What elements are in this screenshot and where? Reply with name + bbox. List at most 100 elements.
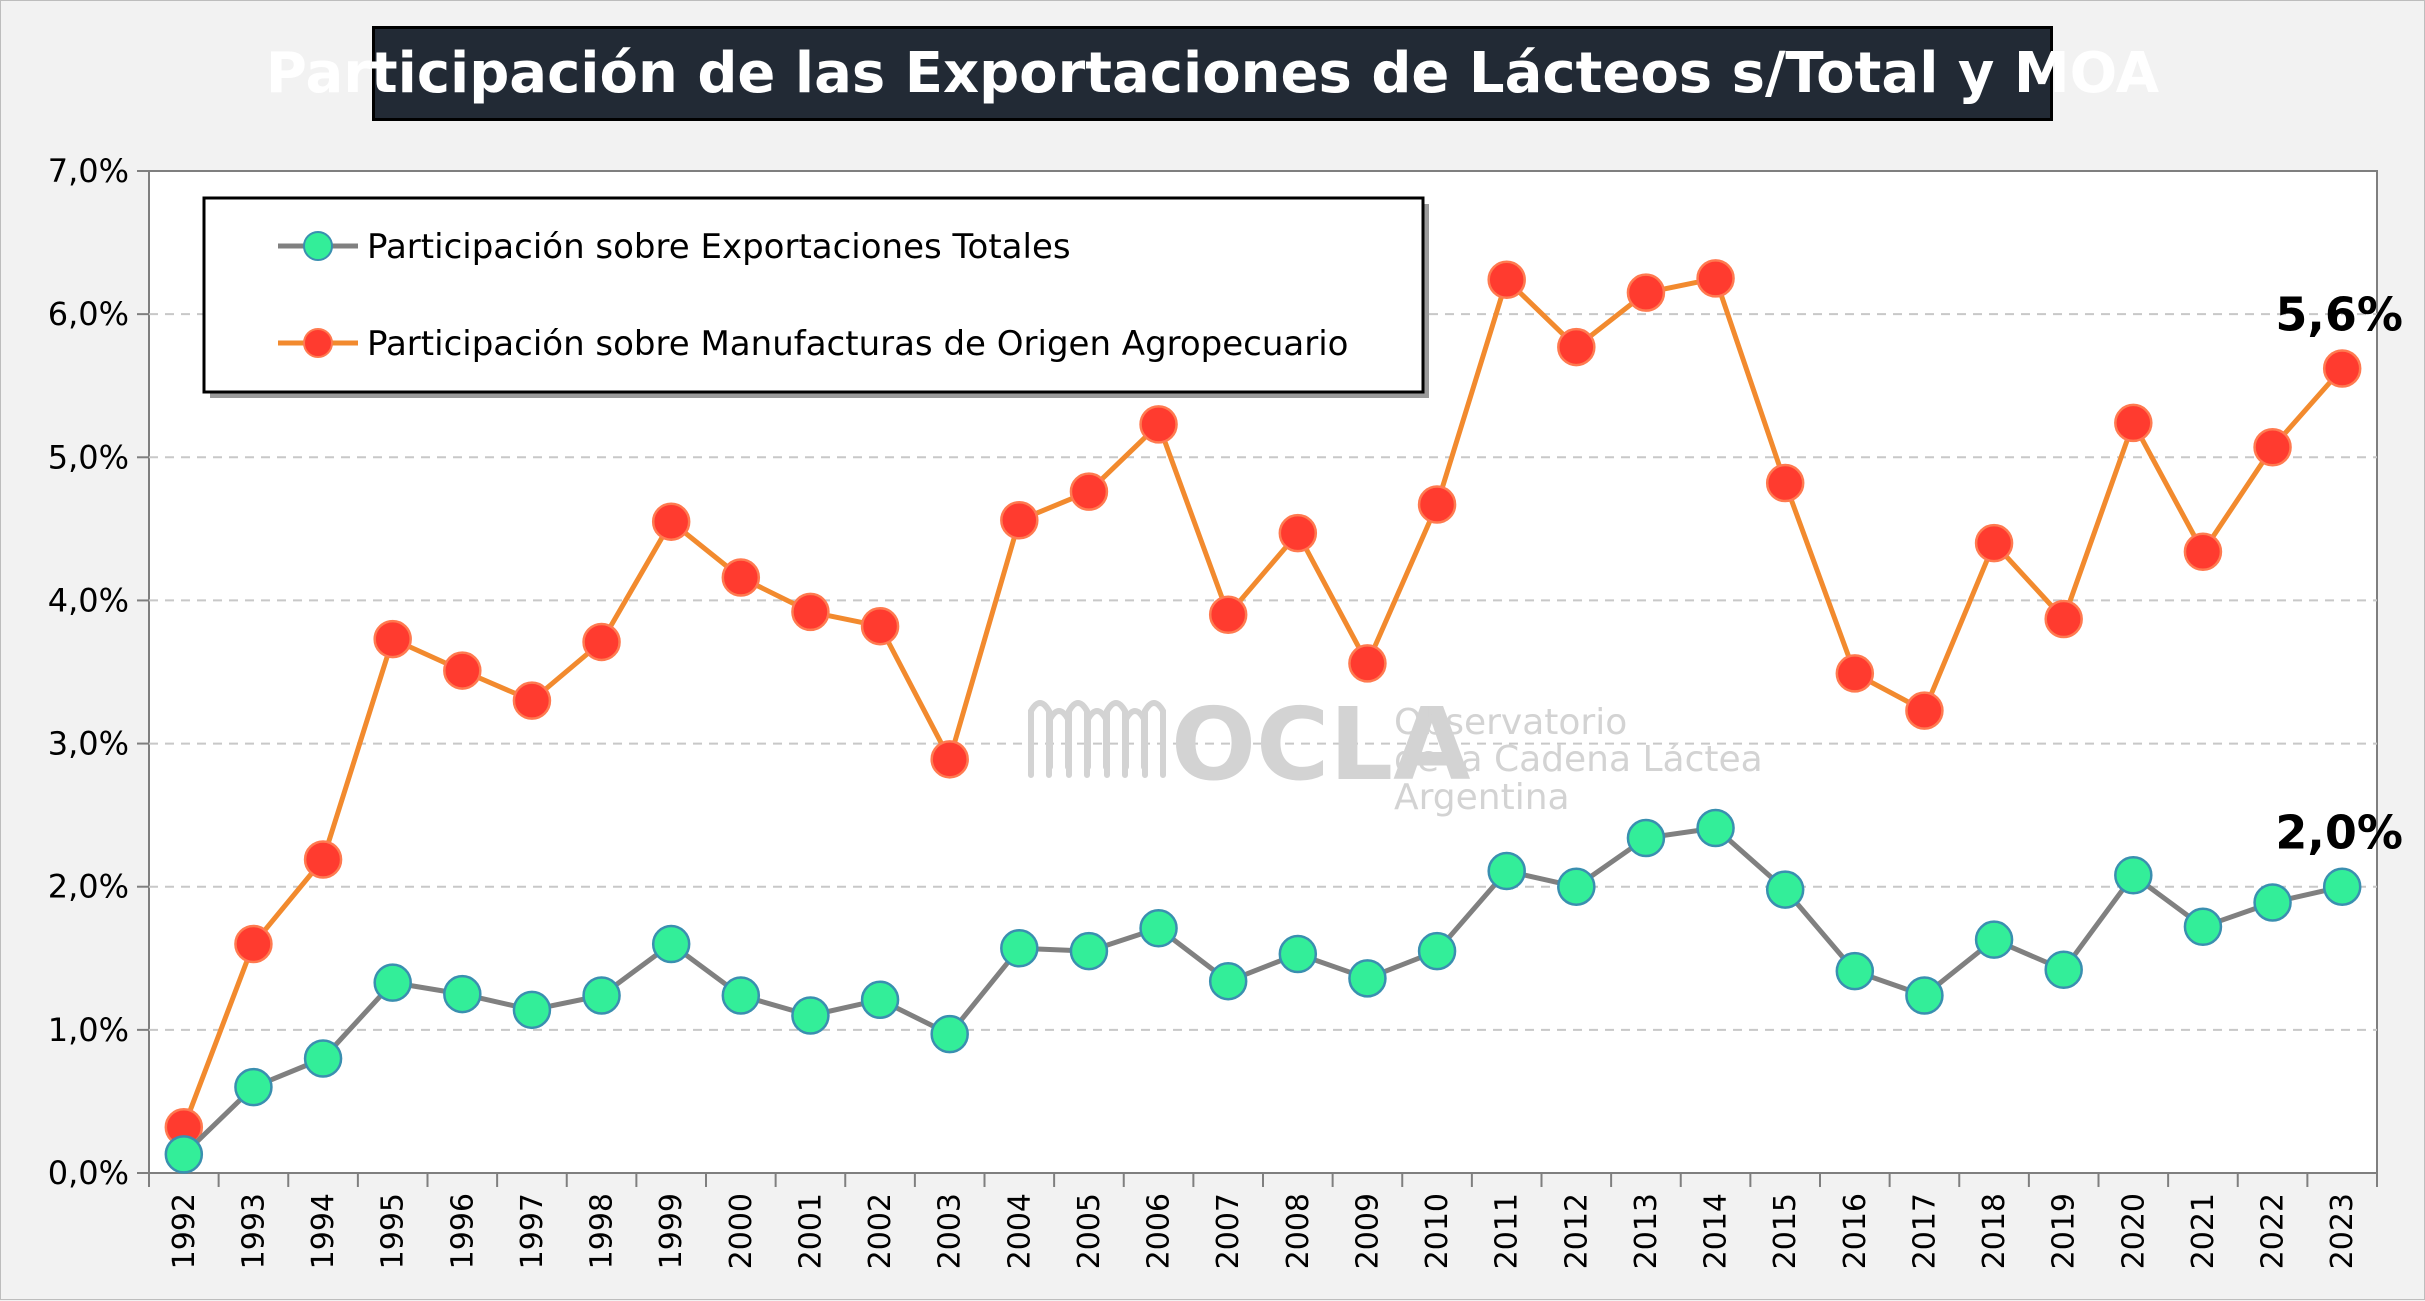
data-point (2114, 856, 2153, 895)
chart-title: Participación de las Exportaciones de Lá… (265, 41, 2160, 106)
data-point (1417, 485, 1457, 524)
data-point (373, 619, 412, 659)
data-point (1626, 818, 1666, 858)
data-point (1696, 808, 1735, 848)
end-label: 2,0% (2275, 806, 2403, 860)
data-point (1278, 934, 1318, 974)
data-point (1069, 931, 1109, 971)
end-annotations: 5,6% 2,0% (2275, 288, 2403, 860)
data-point (1835, 951, 1875, 991)
data-point (1208, 595, 1248, 634)
data-point (2322, 349, 2362, 388)
y-tick-label: 3,0% (48, 725, 129, 763)
data-point (2114, 403, 2153, 443)
data-point (1487, 851, 1526, 891)
data-point (2183, 532, 2223, 572)
data-point (1487, 260, 1526, 300)
data-point (2322, 867, 2362, 906)
data-point (234, 1067, 273, 1107)
y-axis-ticks: 0,0% 1,0% 2,0% 3,0% 4,0% 5,0% 6,0% 7,0% (48, 152, 149, 1192)
data-point (234, 924, 273, 964)
x-tick-label: 2012 (1559, 1193, 1594, 1269)
data-point (1974, 523, 2014, 563)
x-tick-label: 2004 (1002, 1193, 1037, 1269)
x-tick-label: 2015 (1768, 1193, 1803, 1269)
watermark-line2: de la Cadena Láctea (1394, 739, 1763, 780)
x-tick-label: 2002 (863, 1193, 898, 1269)
x-tick-label: 1998 (585, 1193, 620, 1269)
data-point (1000, 929, 1039, 968)
series-0 (164, 808, 2362, 1174)
data-point (651, 924, 691, 964)
watermark: OCLA Observatorio de la Cadena Láctea Ar… (1028, 686, 1763, 818)
y-tick-label: 5,0% (48, 438, 129, 476)
data-point (443, 974, 482, 1014)
x-tick-label: 1996 (445, 1193, 480, 1269)
x-tick-label: 2008 (1281, 1193, 1316, 1269)
x-tick-label: 1999 (654, 1193, 689, 1269)
x-tick-label: 1992 (167, 1193, 202, 1269)
x-tick-label: 2018 (1977, 1193, 2012, 1269)
x-tick-label: 2016 (1838, 1193, 1873, 1269)
data-point (303, 1039, 343, 1078)
data-point (1000, 501, 1039, 540)
x-tick-label: 2003 (933, 1193, 968, 1269)
data-point (791, 592, 830, 632)
x-tick-label: 2006 (1142, 1193, 1177, 1269)
chart-title-box: Participación de las Exportaciones de Lá… (266, 26, 2159, 121)
series-1 (164, 259, 2362, 1147)
legend-box (202, 196, 1425, 394)
x-tick-label: 2007 (1211, 1193, 1246, 1269)
y-tick-label: 4,0% (48, 581, 129, 619)
data-point (1278, 513, 1318, 553)
y-tick-label: 2,0% (48, 868, 129, 906)
data-point (721, 558, 761, 597)
data-point (2253, 428, 2292, 467)
data-point (721, 976, 761, 1015)
waveform-icon (1028, 700, 1166, 778)
data-point (2044, 599, 2083, 639)
x-tick-label: 2017 (1907, 1193, 1942, 1269)
data-point (582, 622, 621, 662)
watermark-line3: Argentina (1394, 777, 1570, 818)
watermark-logo: OCLA (1171, 686, 1471, 803)
end-label: 5,6% (2275, 288, 2403, 342)
series-layer (164, 259, 2362, 1174)
x-tick-label: 2014 (1699, 1193, 1734, 1269)
data-point (1626, 273, 1666, 312)
x-tick-label: 2013 (1629, 1193, 1664, 1269)
data-point (1139, 405, 1178, 444)
data-point (2044, 950, 2083, 989)
x-tick-label: 2021 (2186, 1193, 2221, 1269)
x-tick-label: 2022 (2256, 1193, 2291, 1269)
x-tick-label: 1997 (515, 1193, 550, 1269)
data-point (1974, 920, 2014, 959)
data-point (930, 1014, 969, 1054)
data-point (860, 980, 900, 1020)
data-point (1557, 327, 1596, 367)
x-tick-label: 2009 (1350, 1193, 1385, 1269)
data-point (1905, 976, 1944, 1015)
data-point (1835, 654, 1875, 693)
data-point (164, 1135, 204, 1174)
data-point (2183, 907, 2223, 947)
data-point (1348, 959, 1387, 998)
data-point (1069, 472, 1109, 511)
x-tick-label: 2019 (2047, 1193, 2082, 1269)
data-point (373, 963, 412, 1002)
x-axis-ticks: 1992 1993 1994 1995 1996 1997 1998 1999 2000 2001… (148, 1173, 2378, 1269)
data-point (1557, 867, 1596, 906)
data-point (1765, 463, 1805, 503)
y-tick-label: 1,0% (48, 1011, 129, 1049)
x-tick-label: 2001 (793, 1193, 828, 1269)
x-tick-label: 1994 (306, 1193, 341, 1269)
y-tick-label: 6,0% (48, 295, 129, 333)
data-point (651, 502, 691, 541)
data-point (930, 740, 969, 779)
data-point (1348, 644, 1387, 683)
data-point (1139, 908, 1178, 948)
y-tick-label: 7,0% (48, 152, 129, 190)
x-tick-label: 2023 (2325, 1193, 2360, 1269)
